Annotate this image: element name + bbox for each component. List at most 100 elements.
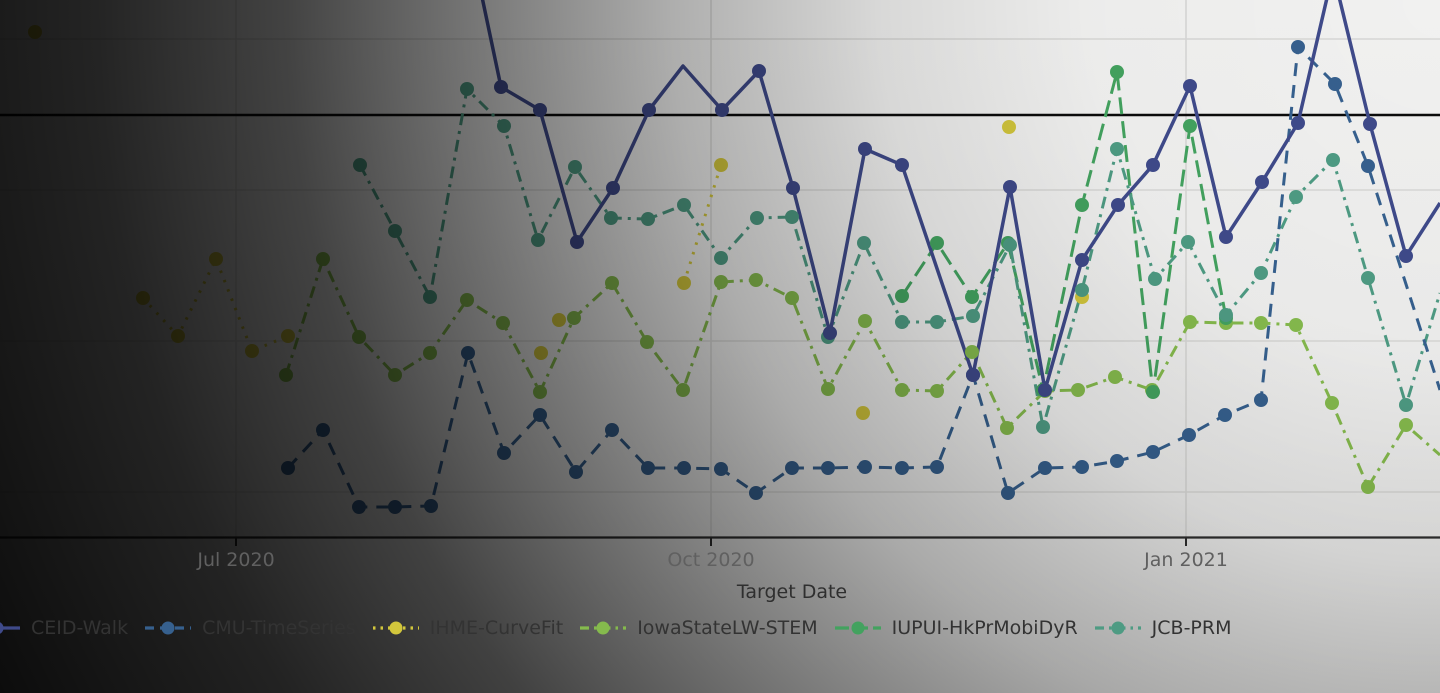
data-point-IowaStateLW-STEM — [1071, 383, 1085, 397]
data-point-CMU-TimeSeries — [533, 408, 547, 422]
data-point-CMU-TimeSeries — [1075, 460, 1089, 474]
data-point-CEID-Walk — [1219, 230, 1233, 244]
legend-item-JCB-PRM: JCB-PRM — [1094, 617, 1232, 639]
data-point-IHME-CurveFit — [1002, 120, 1016, 134]
data-point-CMU-TimeSeries — [1182, 428, 1196, 442]
data-point-CMU-TimeSeries — [605, 423, 619, 437]
data-point-JCB-PRM — [1181, 235, 1195, 249]
x-axis-title: Target Date — [736, 581, 848, 603]
data-point-CMU-TimeSeries — [677, 461, 691, 475]
data-point-CMU-TimeSeries — [641, 461, 655, 475]
series-line-IHME-CurveFit — [141, 257, 289, 353]
data-point-CMU-TimeSeries — [424, 499, 438, 513]
data-point-IowaStateLW-STEM — [930, 384, 944, 398]
data-point-CEID-Walk — [642, 103, 656, 117]
series-line-IowaStateLW-STEM — [284, 257, 1440, 489]
data-point-IowaStateLW-STEM — [388, 368, 402, 382]
data-point-CEID-Walk — [823, 326, 837, 340]
data-point-IHME-CurveFit — [245, 344, 259, 358]
data-point-CEID-Walk — [895, 158, 909, 172]
data-point-CMU-TimeSeries — [1254, 393, 1268, 407]
data-point-IowaStateLW-STEM — [1289, 318, 1303, 332]
data-point-CMU-TimeSeries — [569, 465, 583, 479]
data-point-CMU-TimeSeries — [895, 461, 909, 475]
data-point-CMU-TimeSeries — [497, 446, 511, 460]
data-point-JCB-PRM — [1110, 142, 1124, 156]
data-point-CMU-TimeSeries — [749, 486, 763, 500]
data-point-IowaStateLW-STEM — [1183, 315, 1197, 329]
data-point-JCB-PRM — [1254, 266, 1268, 280]
data-point-JCB-PRM — [460, 82, 474, 96]
data-point-CMU-TimeSeries — [316, 423, 330, 437]
data-point-IowaStateLW-STEM — [1325, 396, 1339, 410]
data-point-CMU-TimeSeries — [461, 346, 475, 360]
data-point-JCB-PRM — [750, 211, 764, 225]
data-point-IowaStateLW-STEM — [423, 346, 437, 360]
data-point-CMU-TimeSeries — [714, 462, 728, 476]
data-point-JCB-PRM — [895, 315, 909, 329]
data-point-JCB-PRM — [1361, 271, 1375, 285]
data-point-CMU-TimeSeries — [1328, 77, 1342, 91]
data-point-CMU-TimeSeries — [821, 461, 835, 475]
legend-item-IowaStateLW-STEM: IowaStateLW-STEM — [580, 617, 818, 639]
legend-marker-icon — [0, 622, 20, 634]
data-point-JCB-PRM — [568, 160, 582, 174]
legend-label: CMU-TimeSeries — [202, 617, 356, 639]
series-line-JCB-PRM — [358, 87, 1440, 429]
data-point-CMU-TimeSeries — [352, 500, 366, 514]
legend: CEID-Walk CMU-TimeSeries IHME-CurveFit Iowa… — [0, 613, 1440, 643]
data-point-JCB-PRM — [1219, 308, 1233, 322]
data-point-CEID-Walk — [494, 80, 508, 94]
legend-marker-icon — [580, 621, 627, 635]
legend-item-CMU-TimeSeries: CMU-TimeSeries — [145, 617, 356, 639]
data-point-IowaStateLW-STEM — [965, 345, 979, 359]
data-point-CEID-Walk — [1075, 253, 1089, 267]
data-point-CEID-Walk — [1291, 116, 1305, 130]
data-point-CMU-TimeSeries — [785, 461, 799, 475]
data-point-JCB-PRM — [714, 251, 728, 265]
data-point-JCB-PRM — [1036, 420, 1050, 434]
data-point-CMU-TimeSeries — [1291, 40, 1305, 54]
data-point-JCB-PRM — [1148, 272, 1162, 286]
data-point-CEID-Walk — [1003, 180, 1017, 194]
data-point-IowaStateLW-STEM — [496, 316, 510, 330]
x-tick-label: Jul 2020 — [197, 549, 275, 571]
data-point-IHME-CurveFit — [552, 313, 566, 327]
data-point-IHME-CurveFit — [281, 329, 295, 343]
x-tick-label: Oct 2020 — [667, 549, 755, 571]
data-point-IowaStateLW-STEM — [676, 383, 690, 397]
data-point-JCB-PRM — [966, 309, 980, 323]
data-point-IowaStateLW-STEM — [640, 335, 654, 349]
data-point-CEID-Walk — [1111, 198, 1125, 212]
data-point-CMU-TimeSeries — [1038, 461, 1052, 475]
line-chart-canvas — [0, 0, 1440, 546]
data-point-JCB-PRM — [497, 119, 511, 133]
legend-marker-icon — [834, 621, 881, 635]
data-point-CEID-Walk — [606, 181, 620, 195]
data-point-JCB-PRM — [604, 211, 618, 225]
legend-item-IHME-CurveFit: IHME-CurveFit — [372, 617, 564, 639]
data-point-CMU-TimeSeries — [858, 460, 872, 474]
data-point-IowaStateLW-STEM — [1399, 418, 1413, 432]
data-point-IowaStateLW-STEM — [533, 385, 547, 399]
data-point-IowaStateLW-STEM — [821, 382, 835, 396]
data-point-IUPUI-HkPrMobiDyR — [1183, 119, 1197, 133]
data-point-IowaStateLW-STEM — [1254, 316, 1268, 330]
series-line-IUPUI-HkPrMobiDyR — [900, 70, 1228, 394]
legend-label: CEID-Walk — [31, 617, 129, 639]
data-point-CEID-Walk — [1363, 117, 1377, 131]
data-point-IowaStateLW-STEM — [1000, 421, 1014, 435]
data-point-CEID-Walk — [1255, 175, 1269, 189]
data-point-IowaStateLW-STEM — [1108, 370, 1122, 384]
legend-marker-icon — [1094, 621, 1141, 635]
data-point-IUPUI-HkPrMobiDyR — [965, 290, 979, 304]
legend-label: IHME-CurveFit — [429, 617, 564, 639]
legend-item-IUPUI-HkPrMobiDyR: IUPUI-HkPrMobiDyR — [834, 617, 1078, 639]
data-point-CMU-TimeSeries — [1218, 408, 1232, 422]
legend-marker-icon — [145, 621, 192, 635]
data-point-JCB-PRM — [1399, 398, 1413, 412]
data-point-IowaStateLW-STEM — [785, 291, 799, 305]
data-point-CMU-TimeSeries — [1146, 445, 1160, 459]
data-point-JCB-PRM — [1075, 283, 1089, 297]
data-point-JCB-PRM — [857, 236, 871, 250]
